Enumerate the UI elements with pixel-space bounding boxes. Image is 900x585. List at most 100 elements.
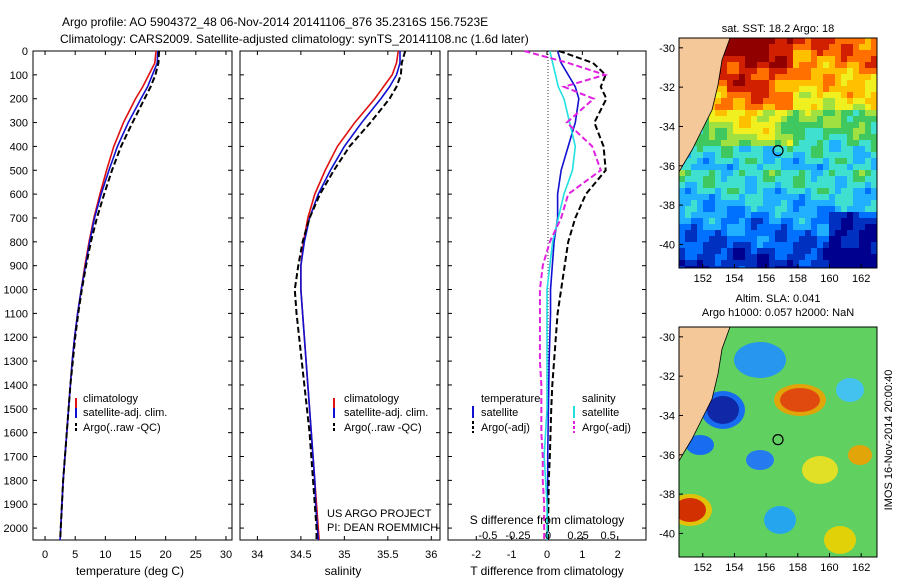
depth-tick-label: 1900 [4,499,28,511]
sst-cell [841,68,847,74]
sst-cell [847,152,853,158]
sst-cell [733,188,739,194]
sst-cell [733,176,739,182]
sst-cell [691,242,697,248]
sst-cell [775,188,781,194]
sst-cell [775,122,781,128]
sst-cell [733,200,739,206]
sst-cell [691,146,697,152]
sst-cell [853,68,859,74]
sst-cell [745,230,751,236]
sst-cell [799,98,805,104]
sst-cell [685,170,691,176]
sst-cell [823,170,829,176]
sst-cell [751,236,757,242]
sst-cell [763,68,769,74]
x-tick-label: -1 [507,549,517,561]
sst-cell [685,218,691,224]
sst-cell [835,236,841,242]
sst-cell [847,86,853,92]
sst-cell [829,248,835,254]
legend-label-temp-argo: Argo(-adj) [481,422,530,434]
map-y-tick-label: -40 [659,528,675,540]
sst-cell [847,224,853,230]
sst-cell [859,248,865,254]
sst-cell [715,152,721,158]
sst-cell [829,200,835,206]
sst-cell [871,206,877,212]
sst-cell [733,92,739,98]
sst-cell [709,176,715,182]
sst-cell [703,212,709,218]
sst-cell [769,176,775,182]
sst-cell [835,140,841,146]
sst-cell [793,86,799,92]
sla-anomaly-blob [836,378,864,402]
sst-cell [757,254,763,260]
sst-cell [817,158,823,164]
sst-cell [823,200,829,206]
sst-cell [745,98,751,104]
sst-cell [841,158,847,164]
sst-cell [703,260,709,266]
sst-cell [709,224,715,230]
sst-cell [811,68,817,74]
sst-cell [709,188,715,194]
sst-cell [805,122,811,128]
sst-cell [847,80,853,86]
x2-tick-label: 0 [545,530,551,542]
sst-cell [859,230,865,236]
sst-cell [847,158,853,164]
sst-cell [811,56,817,62]
sst-cell [811,236,817,242]
sst-cell [733,110,739,116]
sst-cell [721,110,727,116]
sst-cell [853,212,859,218]
sst-cell [727,182,733,188]
sst-cell [757,44,763,50]
x2-tick-label: -0.5 [478,530,497,542]
sst-cell [817,122,823,128]
sst-cell [769,134,775,140]
sst-cell [775,236,781,242]
pi-annotation: PI: DEAN ROEMMICH [327,522,438,534]
sst-cell [799,248,805,254]
sla-anomaly-blob [764,506,796,534]
sst-cell [835,44,841,50]
sst-cell [769,194,775,200]
sst-cell [751,158,757,164]
sst-cell [781,206,787,212]
sst-cell [769,218,775,224]
sst-cell [721,206,727,212]
sst-cell [835,122,841,128]
sst-cell [715,86,721,92]
sst-cell [823,188,829,194]
sst-cell [775,134,781,140]
sst-cell [793,152,799,158]
sst-cell [691,176,697,182]
sst-cell [733,260,739,266]
sst-cell [763,200,769,206]
sst-cell [805,242,811,248]
sst-cell [745,128,751,134]
sst-cell [709,260,715,266]
sst-cell [763,74,769,80]
salinity-series [293,50,407,541]
sst-cell [865,104,871,110]
sst-cell [721,140,727,146]
sst-cell [763,122,769,128]
sst-cell [871,116,877,122]
sst-cell [817,116,823,122]
sst-cell [859,74,865,80]
depth-tick-label: 1000 [4,285,28,297]
sst-cell [787,260,793,266]
sst-cell [805,80,811,86]
sst-cell [799,134,805,140]
sst-cell [829,194,835,200]
depth-tick-label: 300 [10,118,28,130]
sst-cell [799,80,805,86]
sst-cell [781,110,787,116]
sst-cell [679,230,685,236]
sst-cell [865,236,871,242]
